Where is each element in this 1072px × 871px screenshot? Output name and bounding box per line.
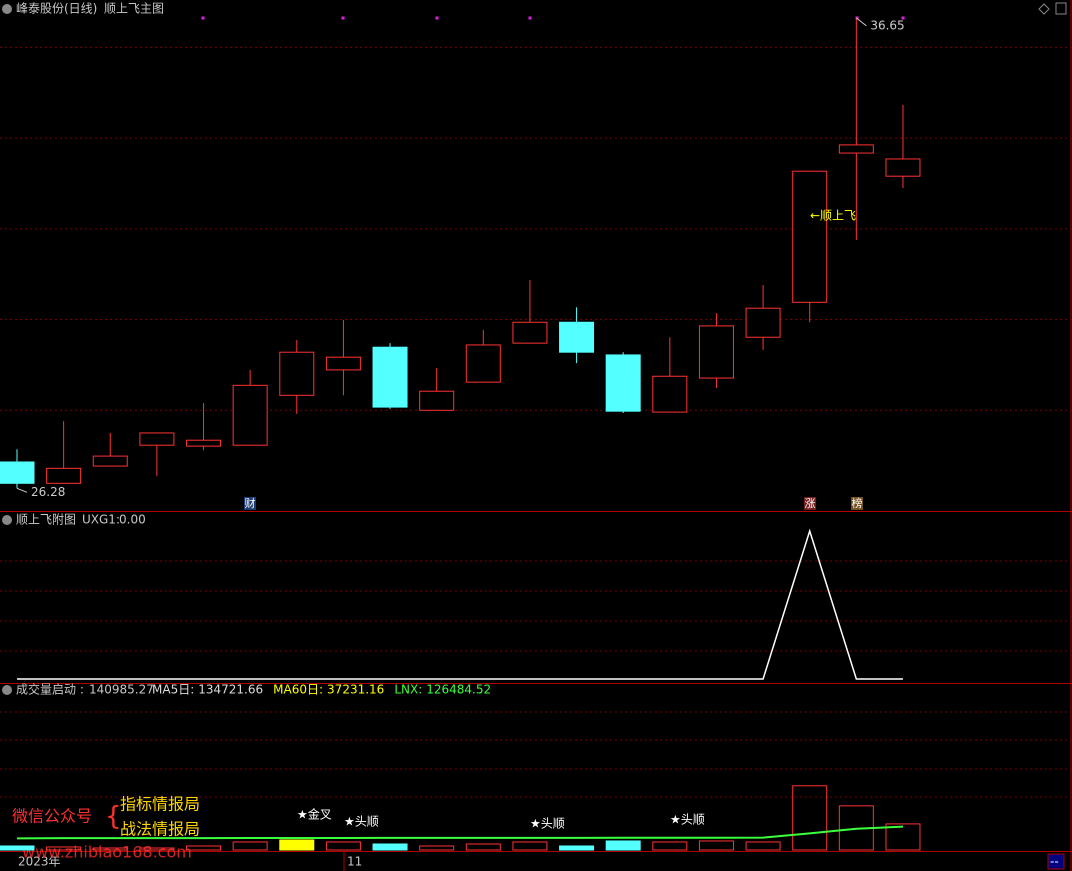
volume-bar [186,845,222,851]
signal-dot [528,16,532,20]
event-marker: 涨 [805,497,816,510]
volume-bar [465,843,501,851]
collapse-icon[interactable] [2,515,12,525]
event-marker-bg [244,497,256,510]
corner-label[interactable]: -- [1050,855,1059,869]
stock-title: 峰泰股份(日线) [16,2,97,16]
volume-bar [605,840,641,851]
high-arrow [856,17,867,27]
panel2-grid [0,560,1070,652]
candle-body [139,432,175,446]
legend-value: 126484.52 [426,683,491,697]
volume-bar [652,841,688,851]
candle-body [652,375,688,413]
candle-body [419,390,455,411]
legend-value: 0.00 [119,513,146,527]
volume-bar [325,841,361,851]
x-label: 2023年 [18,855,61,869]
signal-label: ←顺上飞 [810,209,856,223]
watermark-url: www.zhibiao168.com [22,843,192,862]
signal-annotation: ★金叉 [297,807,332,822]
signal-dot [435,16,439,20]
x-label: 11 [347,855,362,869]
corner-box[interactable] [1047,853,1065,870]
lnx-line [16,825,904,840]
watermark-brace: { [105,802,122,832]
collapse-icon[interactable] [2,4,12,14]
candle-body [838,144,874,154]
legend-name: UXG1: [82,513,120,527]
signal-annotation: ★头顺 [530,817,565,831]
candle-body [92,455,128,467]
candle-body [465,344,501,383]
signal-dot [341,16,345,20]
signal-dot [201,16,205,20]
signal-dot [901,16,905,20]
volume-bar [698,840,734,851]
volume-bar [885,823,921,851]
volume-bar [232,841,268,851]
high-label: 36.65 [870,18,904,32]
legend-value: 37231.16 [327,683,384,697]
legend-name: MA60日: [273,683,323,697]
legend-value: 140985.27 [89,683,154,697]
panel-title: 成交量启动 : [16,682,84,697]
volume-bar [279,839,315,851]
candle-body [559,321,595,353]
volume-bar [0,845,35,851]
indicator-line [17,528,903,680]
signal-annotation: ★头顺 [670,813,705,827]
event-marker: 榜 [852,496,863,510]
panel3-grid [0,711,1070,798]
candle-body [745,307,781,338]
candle-body [885,158,921,177]
candle-body [372,346,408,408]
event-marker-bg [804,497,816,510]
candle-body [792,170,828,303]
candle-body [186,439,222,447]
candle-body [0,461,35,484]
low-label: 26.28 [31,485,65,499]
volume-bar [512,841,548,851]
collapse-icon[interactable] [2,685,12,695]
candle-body [232,384,268,446]
candle-body [605,354,641,412]
volume-bar [139,847,175,851]
event-marker-bg [851,497,863,510]
panel-title: 顺上飞附图 [16,513,76,527]
watermark-line: 指标情报局 [120,795,200,814]
volume-bar [745,841,781,851]
legend-name: MA5日: [152,683,194,697]
diamond-icon[interactable] [1038,3,1050,15]
volume-bar [46,846,82,851]
volume-bar [419,845,455,851]
window-icon[interactable] [1055,2,1067,15]
watermark-line: 战法情报局 [120,820,200,839]
legend-name: LNX: [394,683,422,697]
candle-body [512,321,548,344]
legend-value: 134721.66 [198,683,263,697]
volume-bar [372,843,408,851]
watermark-label: 微信公众号 [12,807,92,826]
volume-bar [792,785,828,851]
low-arrow [16,487,28,493]
volume-bar [559,845,595,851]
event-marker: 财 [245,496,256,510]
volume-bar [92,847,128,851]
candle-body [279,351,315,396]
signal-annotation: ★头顺 [344,815,379,829]
indicator-title: 顺上飞主图 [104,2,164,16]
candle-body [698,325,734,379]
candle-body [46,467,82,484]
candle-body [325,356,361,371]
